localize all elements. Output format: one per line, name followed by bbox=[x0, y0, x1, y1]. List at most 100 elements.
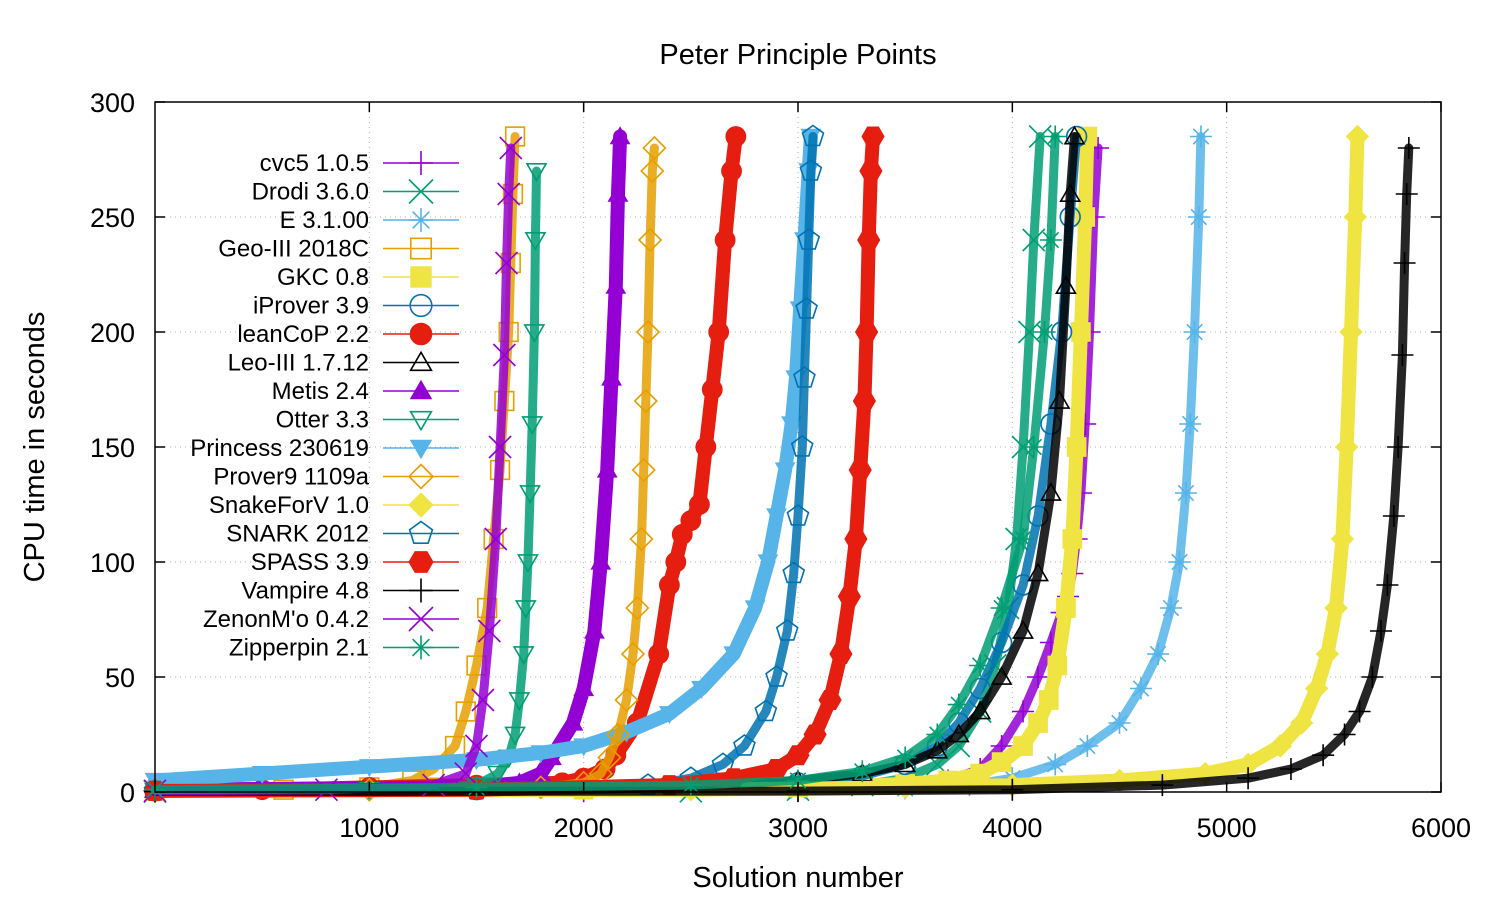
x-tick-label: 1000 bbox=[339, 813, 399, 843]
data-point bbox=[573, 678, 595, 697]
data-point bbox=[851, 760, 874, 783]
data-point bbox=[801, 124, 825, 147]
data-point bbox=[818, 690, 842, 710]
data-point bbox=[1012, 700, 1035, 723]
data-point bbox=[680, 510, 702, 531]
x-tick-label: 6000 bbox=[1411, 813, 1471, 843]
legend-item: Drodi 3.6.0 bbox=[252, 179, 459, 206]
y-tick-label: 250 bbox=[90, 203, 135, 233]
legend-label: GKC 0.8 bbox=[277, 264, 369, 291]
legend-item: Zipperpin 2.1 bbox=[229, 635, 459, 662]
y-tick-label: 150 bbox=[90, 433, 135, 463]
data-point bbox=[640, 158, 665, 184]
legend-label: Drodi 3.6.0 bbox=[252, 179, 369, 206]
data-point bbox=[607, 183, 629, 202]
data-point bbox=[775, 619, 799, 641]
data-point bbox=[799, 159, 823, 181]
data-point bbox=[947, 723, 970, 743]
data-point bbox=[691, 680, 712, 699]
legend-item: E 3.1.00 bbox=[280, 207, 459, 234]
legend-marker bbox=[410, 266, 432, 288]
data-point bbox=[1047, 655, 1068, 676]
data-point bbox=[1159, 597, 1182, 619]
legend-item: Princess 230619 bbox=[190, 435, 459, 462]
y-tick-label: 50 bbox=[105, 663, 135, 693]
data-point bbox=[521, 416, 544, 435]
legend-label: Leo-III 1.7.12 bbox=[228, 350, 369, 377]
data-point bbox=[1075, 207, 1096, 227]
legend-label: SNARK 2012 bbox=[226, 521, 369, 548]
data-point bbox=[744, 600, 766, 619]
data-point bbox=[1237, 767, 1260, 790]
data-point bbox=[464, 734, 489, 758]
data-point bbox=[679, 774, 702, 797]
data-point bbox=[497, 182, 521, 206]
legend-item: Metis 2.4 bbox=[272, 378, 459, 405]
legend-label: SPASS 3.9 bbox=[251, 549, 369, 576]
data-point bbox=[499, 136, 523, 160]
data-point bbox=[631, 457, 656, 483]
data-point bbox=[1330, 527, 1355, 551]
data-point bbox=[781, 416, 802, 435]
data-point bbox=[855, 322, 879, 342]
series-line bbox=[150, 143, 1414, 796]
data-point bbox=[1056, 598, 1076, 618]
data-point bbox=[620, 641, 646, 667]
data-point bbox=[803, 724, 827, 745]
data-point bbox=[1376, 574, 1399, 596]
data-point bbox=[990, 665, 1013, 685]
data-point bbox=[708, 321, 730, 343]
data-point bbox=[797, 228, 821, 250]
data-point bbox=[1168, 551, 1191, 573]
data-point bbox=[494, 251, 519, 275]
data-point bbox=[530, 763, 552, 782]
data-point bbox=[852, 391, 876, 411]
data-point bbox=[1066, 437, 1087, 457]
legend-marker bbox=[409, 379, 433, 400]
data-point bbox=[733, 734, 756, 756]
legend-marker bbox=[408, 178, 434, 205]
data-point bbox=[625, 595, 650, 621]
data-point bbox=[1387, 436, 1410, 458]
data-point bbox=[1333, 723, 1356, 746]
data-point bbox=[1289, 711, 1314, 735]
data-point bbox=[714, 229, 736, 251]
chart-title: Peter Principle Points bbox=[659, 39, 936, 71]
legend-marker bbox=[409, 410, 433, 432]
data-point bbox=[969, 700, 992, 720]
data-point bbox=[861, 126, 885, 147]
data-point bbox=[504, 126, 526, 147]
x-tick-label: 5000 bbox=[1197, 813, 1257, 843]
data-point bbox=[1348, 700, 1371, 723]
data-point bbox=[488, 435, 512, 459]
data-point bbox=[1391, 344, 1414, 366]
legend-marker bbox=[408, 520, 434, 545]
data-point bbox=[562, 712, 584, 731]
data-point bbox=[790, 435, 814, 457]
data-point bbox=[725, 126, 747, 147]
series-17 bbox=[144, 125, 1067, 801]
data-point bbox=[508, 692, 531, 711]
data-point bbox=[1028, 713, 1048, 733]
data-point bbox=[1108, 712, 1131, 734]
legend-marker bbox=[408, 551, 434, 573]
data-point bbox=[465, 776, 488, 799]
data-point bbox=[829, 644, 853, 664]
data-point bbox=[1339, 320, 1363, 344]
data-point bbox=[786, 504, 810, 526]
data-point bbox=[990, 597, 1013, 619]
x-tick-label: 3000 bbox=[768, 813, 828, 843]
legend-marker bbox=[409, 208, 433, 232]
data-point bbox=[721, 160, 742, 182]
legend-marker bbox=[408, 606, 434, 632]
data-point bbox=[1071, 322, 1091, 342]
data-point bbox=[1345, 124, 1370, 149]
legend-item: leanCoP 2.2 bbox=[237, 321, 459, 348]
series-line bbox=[148, 129, 818, 788]
data-point bbox=[455, 701, 476, 722]
data-point bbox=[765, 759, 789, 779]
legend-item: SnakeForV 1.0 bbox=[209, 492, 459, 519]
legend-item: Leo-III 1.7.12 bbox=[228, 350, 459, 377]
legend-marker bbox=[409, 293, 433, 318]
